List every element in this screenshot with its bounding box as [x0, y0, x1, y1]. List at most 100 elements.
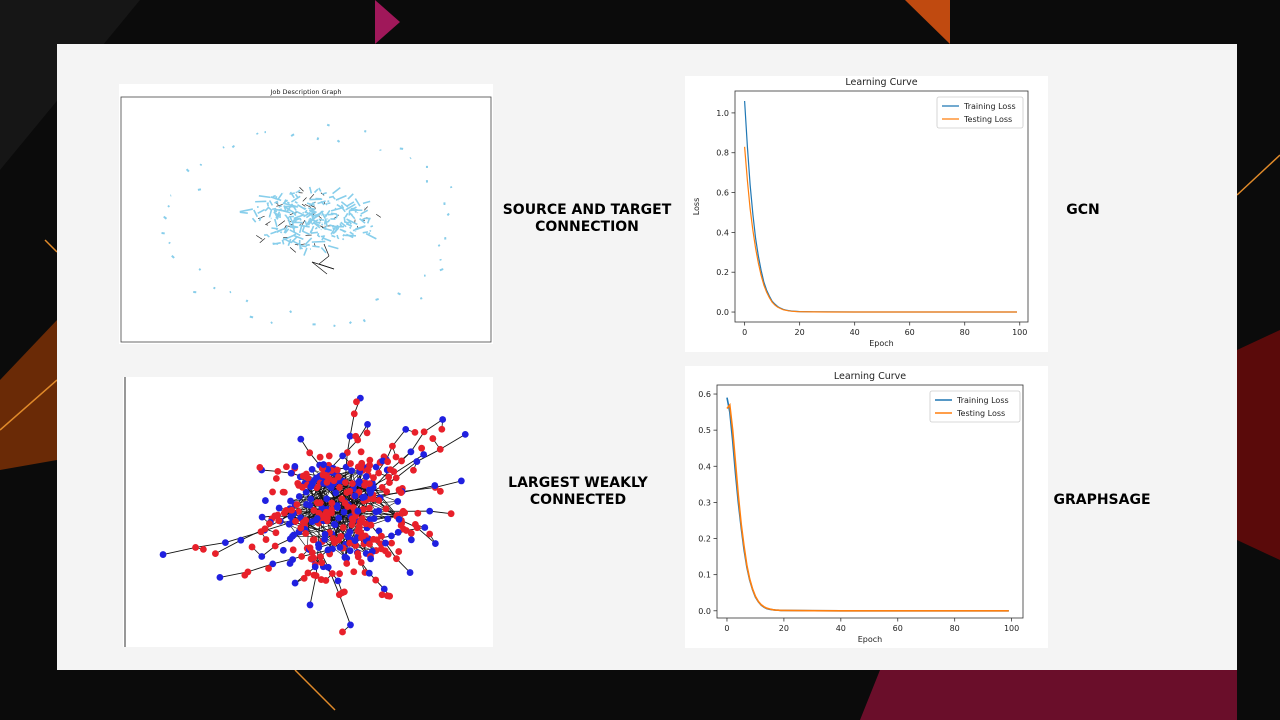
graph-edge [311, 240, 326, 243]
graph-edge [409, 157, 412, 160]
x-tick-label: 40 [836, 624, 846, 633]
graph-node [402, 527, 410, 534]
graph-edge [277, 192, 283, 200]
graph-edge [290, 133, 295, 137]
graph-node [216, 573, 224, 581]
graph-node [375, 497, 383, 504]
graph-edge [429, 510, 452, 515]
graph-node [362, 520, 370, 528]
graph-edge [265, 224, 269, 226]
x-tick-label: 60 [905, 328, 915, 337]
graph-node [431, 482, 439, 489]
graph-edge [286, 201, 290, 205]
series-line-training-loss [726, 397, 1009, 612]
graph-node [300, 574, 308, 582]
graph-edge [270, 230, 277, 235]
graph-node [386, 479, 393, 486]
graph-edge [354, 198, 361, 207]
graph-node [439, 416, 447, 423]
graph-node [291, 579, 299, 587]
graph-edge [245, 299, 249, 303]
bg-shape-right-red [1237, 330, 1280, 560]
graph-edge [273, 218, 278, 228]
graph-node [343, 554, 351, 562]
graph-edge [349, 212, 356, 220]
graph-node [287, 469, 295, 477]
series-line-training-loss [744, 100, 1017, 313]
graph-node [461, 430, 469, 438]
slide-canvas: Job Description Graph SOURCE AND TARGET … [57, 44, 1237, 670]
graph-edge [336, 139, 341, 143]
graph-edge [292, 234, 304, 240]
graph-edge [349, 413, 355, 437]
graph-edge [300, 246, 304, 250]
graph-node [363, 429, 371, 437]
graph-node [316, 499, 324, 507]
graphsage-label: GRAPHSAGE [1053, 492, 1151, 508]
graph-edge [289, 192, 295, 195]
graph-node [351, 492, 359, 500]
graph-edge [302, 230, 310, 236]
graph-node [256, 464, 264, 471]
graph-node [304, 474, 312, 482]
graph-node [384, 458, 392, 466]
job-description-graph-panel: Job Description Graph [119, 84, 493, 344]
graph-node [328, 499, 336, 507]
graph-node [377, 545, 385, 553]
x-tick-label: 20 [779, 624, 789, 633]
graph-node [212, 550, 219, 558]
graph-node [274, 467, 282, 475]
graph-edge [314, 210, 324, 218]
graph-edge [362, 318, 366, 323]
y-axis-label: Loss [692, 198, 701, 216]
graph-edge [297, 204, 306, 211]
graph-node [279, 546, 287, 554]
bg-line-left [0, 379, 58, 431]
x-tick-label: 100 [1012, 328, 1027, 337]
graph-edge [343, 216, 346, 223]
graph-edge [446, 212, 450, 217]
graph-edge [401, 485, 435, 494]
graph-node [394, 528, 402, 536]
graph-node [302, 530, 310, 537]
graph-edge [197, 188, 202, 191]
graph-edge [320, 200, 325, 206]
graph-edge [437, 244, 441, 247]
graph-edge [290, 236, 298, 244]
graph-node [310, 571, 318, 579]
graph-node [343, 489, 351, 496]
graph-edge [309, 225, 315, 234]
graph-edge [289, 216, 294, 225]
graph-edge [397, 292, 401, 296]
graph-edge [336, 234, 339, 239]
graph-node [306, 544, 314, 552]
graph-node [306, 449, 314, 457]
graph-edge [316, 137, 320, 141]
graph-edge [283, 205, 287, 211]
graph-edge [315, 221, 321, 224]
graph-edge [195, 542, 226, 548]
graph-node [351, 537, 359, 545]
graph-node [317, 576, 325, 583]
job-description-graph: Job Description Graph [120, 88, 492, 343]
graph-edge [265, 233, 270, 238]
largest-weakly-label-line2: CONNECTED [529, 492, 627, 508]
graph-edge [276, 227, 286, 233]
graph-edge [299, 187, 304, 192]
graph-node [291, 463, 299, 470]
graph-node [336, 544, 344, 551]
graph-node [436, 445, 444, 453]
graph-node [334, 577, 342, 585]
graph-edge [258, 217, 262, 222]
graph-edge [264, 206, 270, 212]
graph-edge [416, 527, 436, 544]
graphsage-learning-curve-panel: Learning Curve 0 20 40 60 80 100 0.0 0.1 0.2 0.3 0.… [674, 366, 1048, 648]
bg-line-right [1236, 154, 1280, 196]
graph-edge [346, 218, 358, 226]
graph-edge [310, 231, 318, 235]
legend-entry: Training Loss [963, 102, 1016, 111]
graph-node [378, 532, 385, 540]
graph-edge [302, 211, 305, 214]
graph-node [307, 495, 315, 503]
graph-node [303, 500, 310, 508]
